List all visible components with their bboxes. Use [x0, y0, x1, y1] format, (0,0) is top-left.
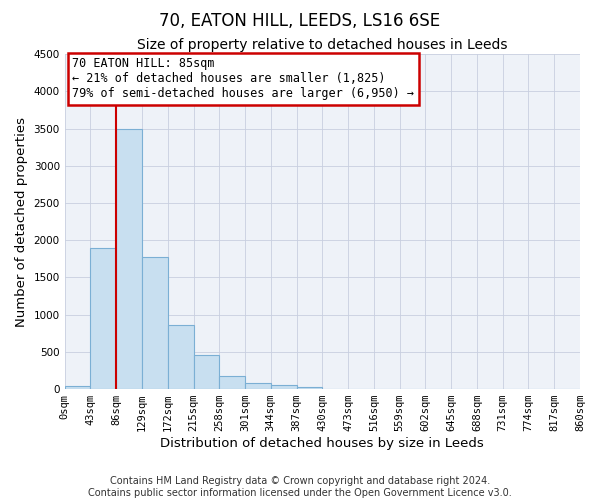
Text: 70 EATON HILL: 85sqm
← 21% of detached houses are smaller (1,825)
79% of semi-de: 70 EATON HILL: 85sqm ← 21% of detached h… — [73, 58, 415, 100]
Bar — [245, 383, 271, 389]
Title: Size of property relative to detached houses in Leeds: Size of property relative to detached ho… — [137, 38, 508, 52]
Text: 70, EATON HILL, LEEDS, LS16 6SE: 70, EATON HILL, LEEDS, LS16 6SE — [160, 12, 440, 30]
Bar — [91, 248, 116, 389]
Y-axis label: Number of detached properties: Number of detached properties — [15, 116, 28, 326]
Bar — [193, 355, 219, 389]
Bar — [142, 256, 168, 389]
Bar — [168, 325, 193, 389]
Bar — [219, 376, 245, 389]
Bar — [296, 387, 322, 389]
Bar — [271, 386, 296, 389]
Text: Contains HM Land Registry data © Crown copyright and database right 2024.
Contai: Contains HM Land Registry data © Crown c… — [88, 476, 512, 498]
Bar — [65, 386, 91, 389]
Bar — [116, 128, 142, 389]
X-axis label: Distribution of detached houses by size in Leeds: Distribution of detached houses by size … — [160, 437, 484, 450]
